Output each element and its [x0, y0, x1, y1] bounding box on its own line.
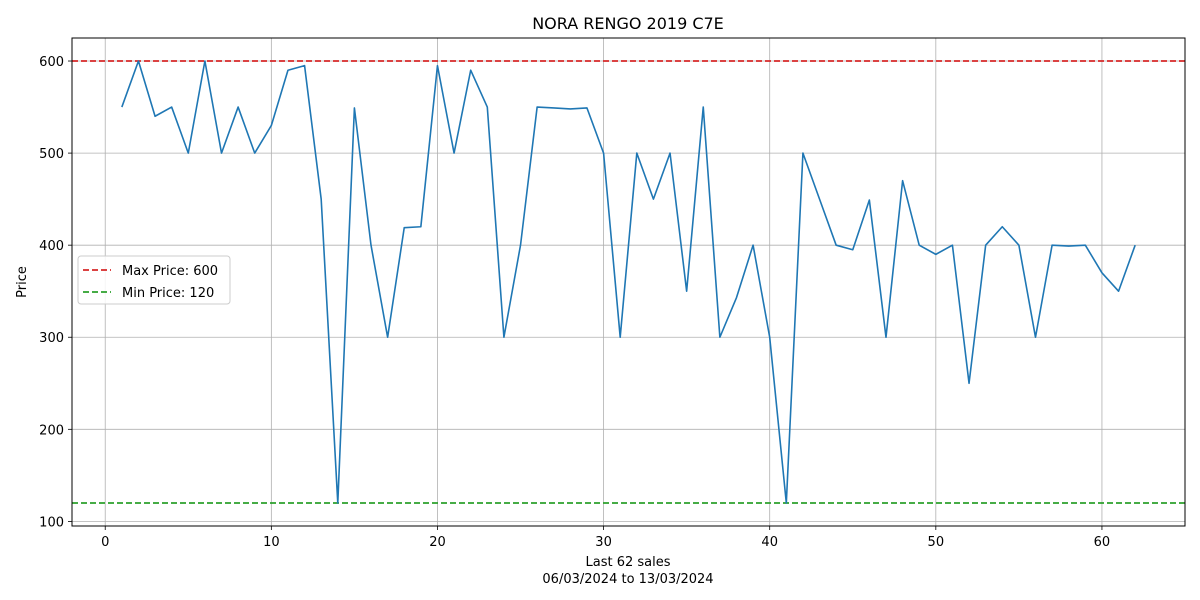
y-tick-label: 500 — [39, 147, 64, 162]
legend-label-max: Max Price: 600 — [122, 264, 218, 279]
x-axis: 0 10 20 30 40 50 60 — [101, 526, 1110, 550]
y-axis-label: Price — [15, 266, 30, 298]
y-tick-label: 300 — [39, 331, 64, 346]
x-tick-label: 40 — [761, 535, 778, 550]
x-axis-label: Last 62 sales — [585, 555, 670, 570]
reference-lines — [72, 60, 1185, 504]
x-axis-sublabel: 06/03/2024 to 13/03/2024 — [542, 572, 713, 587]
y-tick-label: 100 — [39, 515, 64, 530]
y-axis: 100 200 300 400 500 600 — [39, 55, 72, 530]
y-tick-label: 200 — [39, 423, 64, 438]
x-tick-label: 60 — [1094, 535, 1111, 550]
legend-label-min: Min Price: 120 — [122, 286, 214, 301]
chart-title: NORA RENGO 2019 C7E — [532, 14, 724, 33]
x-tick-label: 50 — [928, 535, 945, 550]
x-tick-label: 0 — [101, 535, 109, 550]
legend: Max Price: 600 Min Price: 120 — [77, 255, 231, 305]
x-tick-label: 20 — [429, 535, 446, 550]
x-tick-label: 30 — [595, 535, 612, 550]
series-layer — [121, 60, 1136, 504]
y-tick-label: 400 — [39, 239, 64, 254]
plot-frame — [71, 37, 1186, 527]
y-tick-label: 600 — [39, 55, 64, 70]
price-series-line — [121, 60, 1136, 504]
x-tick-label: 10 — [263, 535, 280, 550]
legend-box — [77, 255, 231, 305]
